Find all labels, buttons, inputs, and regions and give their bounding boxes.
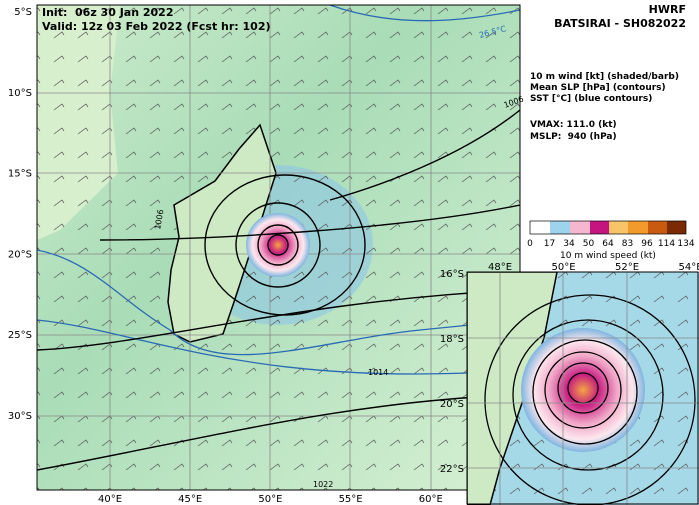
colorbar-label: 10 m wind speed (kt) [560,251,656,261]
colorbar-tick: 96 [641,239,653,249]
colorbar [529,220,687,235]
contour-label: 1022 [313,480,333,489]
inset-lon-label: 48°E [488,262,512,273]
inset-lon-label: 54°E [678,262,699,273]
lat-label: 5°S [14,7,32,18]
lon-label: 40°E [98,494,122,505]
inset-lon-label: 52°E [615,262,639,273]
colorbar-tick: 114 [658,239,675,249]
init: Init: 06z 30 Jan 2022 [42,6,173,19]
contour-label: 1014 [368,368,388,377]
model: HWRF [649,3,686,16]
storm: BATSIRAI - SH082022 [554,17,686,30]
colorbar-tick: 64 [602,239,614,249]
lon-label: 55°E [339,494,363,505]
colorbar-tick: 50 [583,239,595,249]
inset-lat-label: 22°S [440,464,464,475]
legend-line: 10 m wind [kt] (shaded/barb) [530,72,679,82]
valid: Valid: 12z 03 Feb 2022 (Fcst hr: 102) [42,20,271,33]
lat-label: 15°S [8,169,32,180]
inset-map [467,272,699,505]
colorbar-tick: 83 [622,239,633,249]
mslp: MSLP: 940 (hPa) [530,132,617,142]
colorbar-tick: 134 [677,239,694,249]
lon-label: 50°E [258,494,282,505]
legend-line: SST [°C] (blue contours) [530,94,652,104]
inset-lon-label: 50°E [551,262,575,273]
inset-lat-label: 18°S [440,334,464,345]
lat-label: 30°S [8,411,32,422]
lon-label: 45°E [178,494,202,505]
contour-label: 1006 [153,209,165,231]
lat-label: 10°S [8,88,32,99]
vmax: VMAX: 111.0 (kt) [530,120,617,130]
inset-lat-label: 20°S [440,399,464,410]
inset-lat-label: 16°S [440,269,464,280]
colorbar-tick: 17 [544,239,555,249]
legend-line: Mean SLP [hPa] (contours) [530,83,666,93]
lat-label: 20°S [8,249,32,260]
lat-label: 25°S [8,330,32,341]
colorbar-tick: 0 [527,239,533,249]
main-map [37,5,520,490]
colorbar-tick: 34 [563,239,575,249]
lon-label: 60°E [419,494,443,505]
